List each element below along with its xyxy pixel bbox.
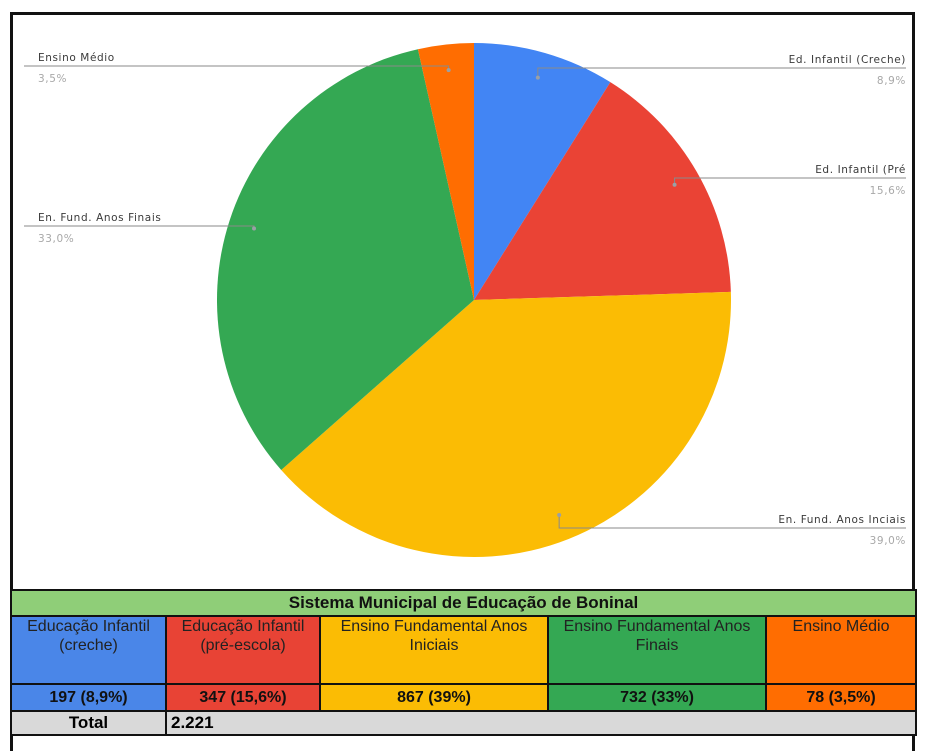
pie-slice bbox=[474, 82, 731, 301]
slice-label: Ed. Infantil (Creche) bbox=[789, 54, 906, 66]
pie-slice bbox=[417, 43, 474, 300]
table-header-cell: Ensino Fundamental Anos Iniciais bbox=[319, 615, 549, 685]
slice-label: En. Fund. Anos Inciais bbox=[778, 514, 906, 526]
table-value-cell: 867 (39%) bbox=[319, 683, 549, 712]
slice-percent-label: 15,6% bbox=[870, 185, 906, 197]
table-title: Sistema Municipal de Educação de Boninal bbox=[9, 589, 918, 617]
pie-slice bbox=[474, 43, 611, 300]
table-header-cell: Educação Infantil (creche) bbox=[10, 615, 167, 685]
slice-percent-label: 33,0% bbox=[38, 233, 74, 245]
table-total-row: Total 2.221 bbox=[10, 710, 918, 736]
leader-line bbox=[24, 225, 255, 229]
leader-dot bbox=[252, 226, 257, 231]
pie-chart: Ed. Infantil (Creche) 8,9% Ed. Infantil (P… bbox=[24, 43, 906, 557]
slice-percent-label: 3,5% bbox=[38, 73, 67, 85]
leader-dot bbox=[557, 513, 562, 518]
table-header-cell: Ensino Médio bbox=[764, 615, 918, 685]
slice-label: Ed. Infantil (Pré bbox=[815, 164, 906, 176]
pie-slice bbox=[216, 49, 474, 470]
slice-label: Ensino Médio bbox=[38, 52, 115, 64]
table-value-cell: 78 (3,5%) bbox=[764, 683, 918, 712]
table-header-cell: Educação Infantil (pré-escola) bbox=[165, 615, 321, 685]
table-value-cell: 347 (15,6%) bbox=[165, 683, 321, 712]
table-value-row: 197 (8,9%) 347 (15,6%) 867 (39%) 732 (33%) 7… bbox=[10, 683, 918, 712]
slice-label: En. Fund. Anos Finais bbox=[38, 212, 161, 224]
total-label: Total bbox=[10, 710, 167, 736]
table-header-cell: Ensino Fundamental Anos Finais bbox=[547, 615, 767, 685]
table-value-cell: 197 (8,9%) bbox=[10, 683, 167, 712]
leader-line bbox=[537, 67, 906, 78]
summary-table: Sistema Municipal de Educação de Boninal… bbox=[9, 589, 918, 736]
pie-slice bbox=[281, 291, 731, 557]
table-value-cell: 732 (33%) bbox=[547, 683, 767, 712]
total-value: 2.221 bbox=[164, 710, 918, 736]
leader-dot bbox=[446, 68, 451, 73]
leader-line bbox=[558, 515, 906, 529]
slice-percent-label: 8,9% bbox=[877, 75, 906, 87]
table-header-row: Educação Infantil (creche) Educação Infan… bbox=[10, 615, 918, 685]
leader-line bbox=[674, 177, 906, 185]
leader-dot bbox=[535, 75, 540, 80]
slice-percent-label: 39,0% bbox=[870, 535, 906, 547]
leader-dot bbox=[672, 182, 677, 187]
